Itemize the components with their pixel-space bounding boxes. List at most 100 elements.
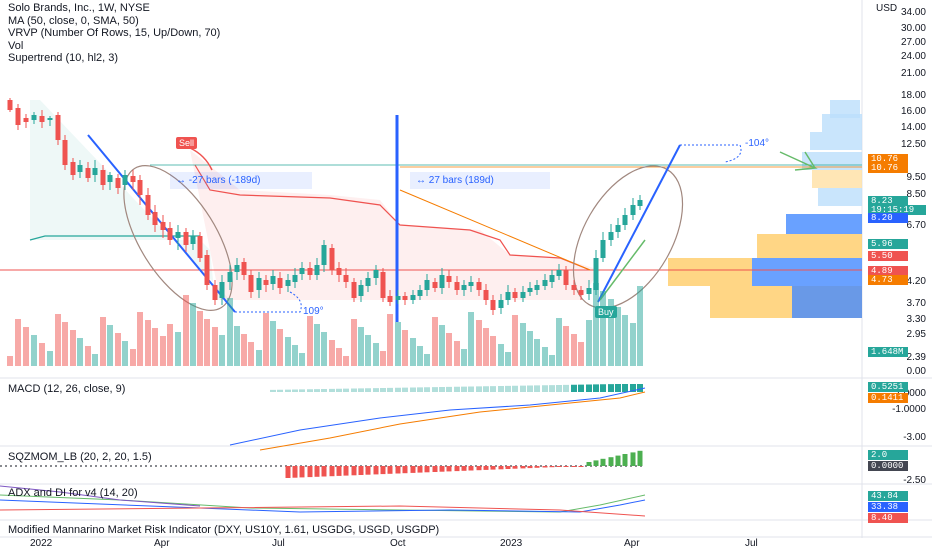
macd-bar <box>542 385 548 392</box>
sqz-bar <box>527 466 533 469</box>
adx-title[interactable]: ADX and DI for v4 (14, 20) <box>8 487 138 499</box>
macd-tick-1: 1.0000 <box>895 388 926 399</box>
time-tick: 2022 <box>30 538 53 549</box>
sqz-bar <box>542 466 548 468</box>
volume-bar <box>365 335 371 366</box>
volume-bar <box>571 334 577 366</box>
price-badge: 4.89 <box>868 266 908 276</box>
sqzmom-title[interactable]: SQZMOM_LB (20, 2, 20, 1.5) <box>8 451 152 463</box>
price-badge: 5.50 <box>868 251 908 261</box>
macd-bar <box>285 389 291 392</box>
macd-bar <box>454 386 460 392</box>
indicator-vol[interactable]: Vol <box>8 39 24 52</box>
chart-legend: Solo Brands, Inc., 1W, NYSE MA (50, clos… <box>8 2 220 65</box>
ellipse-annotation <box>123 165 233 311</box>
macd-title[interactable]: MACD (12, 26, close, 9) <box>8 383 126 395</box>
sqz-bar <box>343 466 349 476</box>
candle-body <box>263 280 269 285</box>
volume-bar <box>358 327 364 366</box>
candle-body <box>115 178 121 188</box>
volume-bar <box>336 348 342 366</box>
macd-bar <box>343 388 349 392</box>
candle-body <box>31 115 37 120</box>
candle-body <box>219 282 225 298</box>
macd-bar <box>380 388 386 392</box>
volume-bar <box>212 327 218 366</box>
range-measure-right[interactable]: ↔ 27 bars (189d) <box>410 172 550 189</box>
candle-body <box>512 292 518 298</box>
time-tick: Apr <box>154 538 170 549</box>
macd-bar <box>498 386 504 392</box>
adx-badge-2: 33.38 <box>868 502 908 512</box>
candle-body <box>424 280 430 290</box>
volume-bar <box>175 332 181 366</box>
volume-bar <box>578 342 584 366</box>
volume-bar <box>277 329 283 366</box>
macd-bar <box>549 385 555 392</box>
indicator-ma[interactable]: MA (50, close, 0, SMA, 50) <box>8 14 139 27</box>
volume-bar <box>285 337 291 366</box>
sqz-bar <box>505 466 511 469</box>
sqz-bar <box>365 466 371 475</box>
volume-bar <box>85 346 91 366</box>
candle-body <box>39 116 45 122</box>
candle-body <box>468 282 474 286</box>
mmri-badge-1: 8.40 <box>868 513 908 523</box>
indicator-supertrend[interactable]: Supertrend (10, hl2, 3) <box>8 52 119 64</box>
macd-bar <box>351 388 357 392</box>
candle-body <box>160 222 166 230</box>
candle-body <box>549 275 555 282</box>
candle-body <box>439 275 445 288</box>
macd-bar <box>490 386 496 392</box>
sqz-bar <box>563 466 569 467</box>
candle-body <box>490 300 496 310</box>
range-right-text: 27 bars (189d) <box>428 175 494 186</box>
price-tick: 3.30 <box>906 314 926 325</box>
volume-bar <box>263 313 269 366</box>
sqz-bar <box>439 466 445 472</box>
time-tick: Oct <box>390 538 406 549</box>
mmri-title[interactable]: Modified Mannarino Market Risk Indicator… <box>8 524 440 536</box>
volume-bar <box>498 344 504 366</box>
sqz-bar <box>586 462 592 466</box>
sell-signal-label[interactable]: Sell <box>176 137 198 149</box>
macd-bar <box>505 385 511 392</box>
price-badge: 1.648M <box>868 347 908 357</box>
hand-drawn-arrow <box>779 151 818 171</box>
candle-body <box>365 278 371 286</box>
sqz-badge-1: 2.0 <box>868 450 908 460</box>
macd-bar <box>402 387 408 392</box>
macd-bar <box>512 385 518 392</box>
sqz-bar <box>520 466 526 469</box>
volume-profile-bar <box>830 100 860 118</box>
macd-bar <box>410 387 416 392</box>
buy-signal-label[interactable]: Buy <box>595 306 617 318</box>
candle-body <box>92 168 98 175</box>
volume-bar <box>556 318 562 366</box>
macd-bar <box>622 384 628 392</box>
volume-bar <box>241 334 247 366</box>
trend-line <box>399 189 591 271</box>
price-badge: 4.73 <box>868 275 908 285</box>
candle-body <box>608 232 614 240</box>
indicator-vrvp[interactable]: VRVP (Number Of Rows, 15, Up/Down, 70) <box>8 27 221 39</box>
sqz-bar <box>534 466 540 468</box>
candle-body <box>204 255 210 285</box>
angle-arc <box>235 291 302 313</box>
range-measure-left[interactable]: ↔ -27 bars (-189d) <box>170 172 312 189</box>
sqz-bar <box>387 466 393 474</box>
macd-bar <box>277 389 283 392</box>
candle-body <box>122 175 128 185</box>
volume-bar <box>542 347 548 366</box>
candle-body <box>314 265 320 275</box>
candle-body <box>461 285 467 290</box>
trend-line <box>599 239 646 301</box>
candle-body <box>145 195 151 215</box>
candle-body <box>454 282 460 290</box>
volume-bar <box>7 356 13 366</box>
sqz-bar <box>600 458 606 466</box>
volume-bar <box>527 331 533 366</box>
volume-bar <box>256 350 262 366</box>
volume-bar <box>446 333 452 366</box>
